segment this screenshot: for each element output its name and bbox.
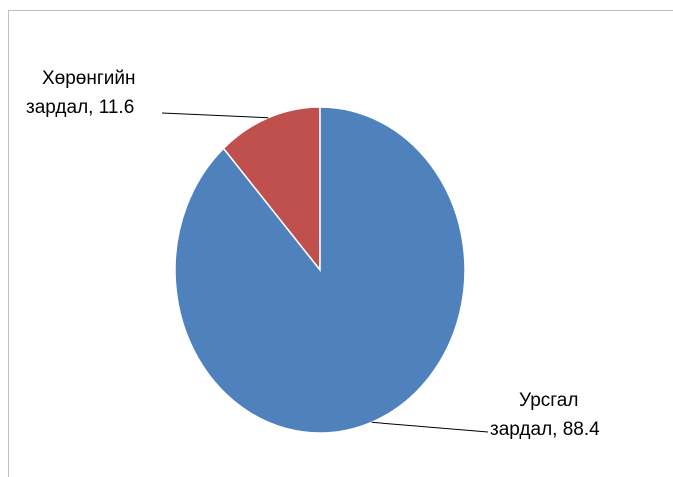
chart-area xyxy=(8,10,673,477)
label-current-line1: Урсгал xyxy=(519,390,578,411)
pie-slice-capital-expenditure xyxy=(222,106,321,273)
leader-line-capital xyxy=(161,112,269,119)
pie-slice-current-expenditure xyxy=(174,106,466,434)
label-capital-line2: зардал, 11.6 xyxy=(26,97,134,118)
label-capital-line1: Хөрөнгийн xyxy=(42,68,136,89)
leader-line-current xyxy=(371,421,489,433)
label-current-line2: зардал, 88.4 xyxy=(490,419,600,440)
